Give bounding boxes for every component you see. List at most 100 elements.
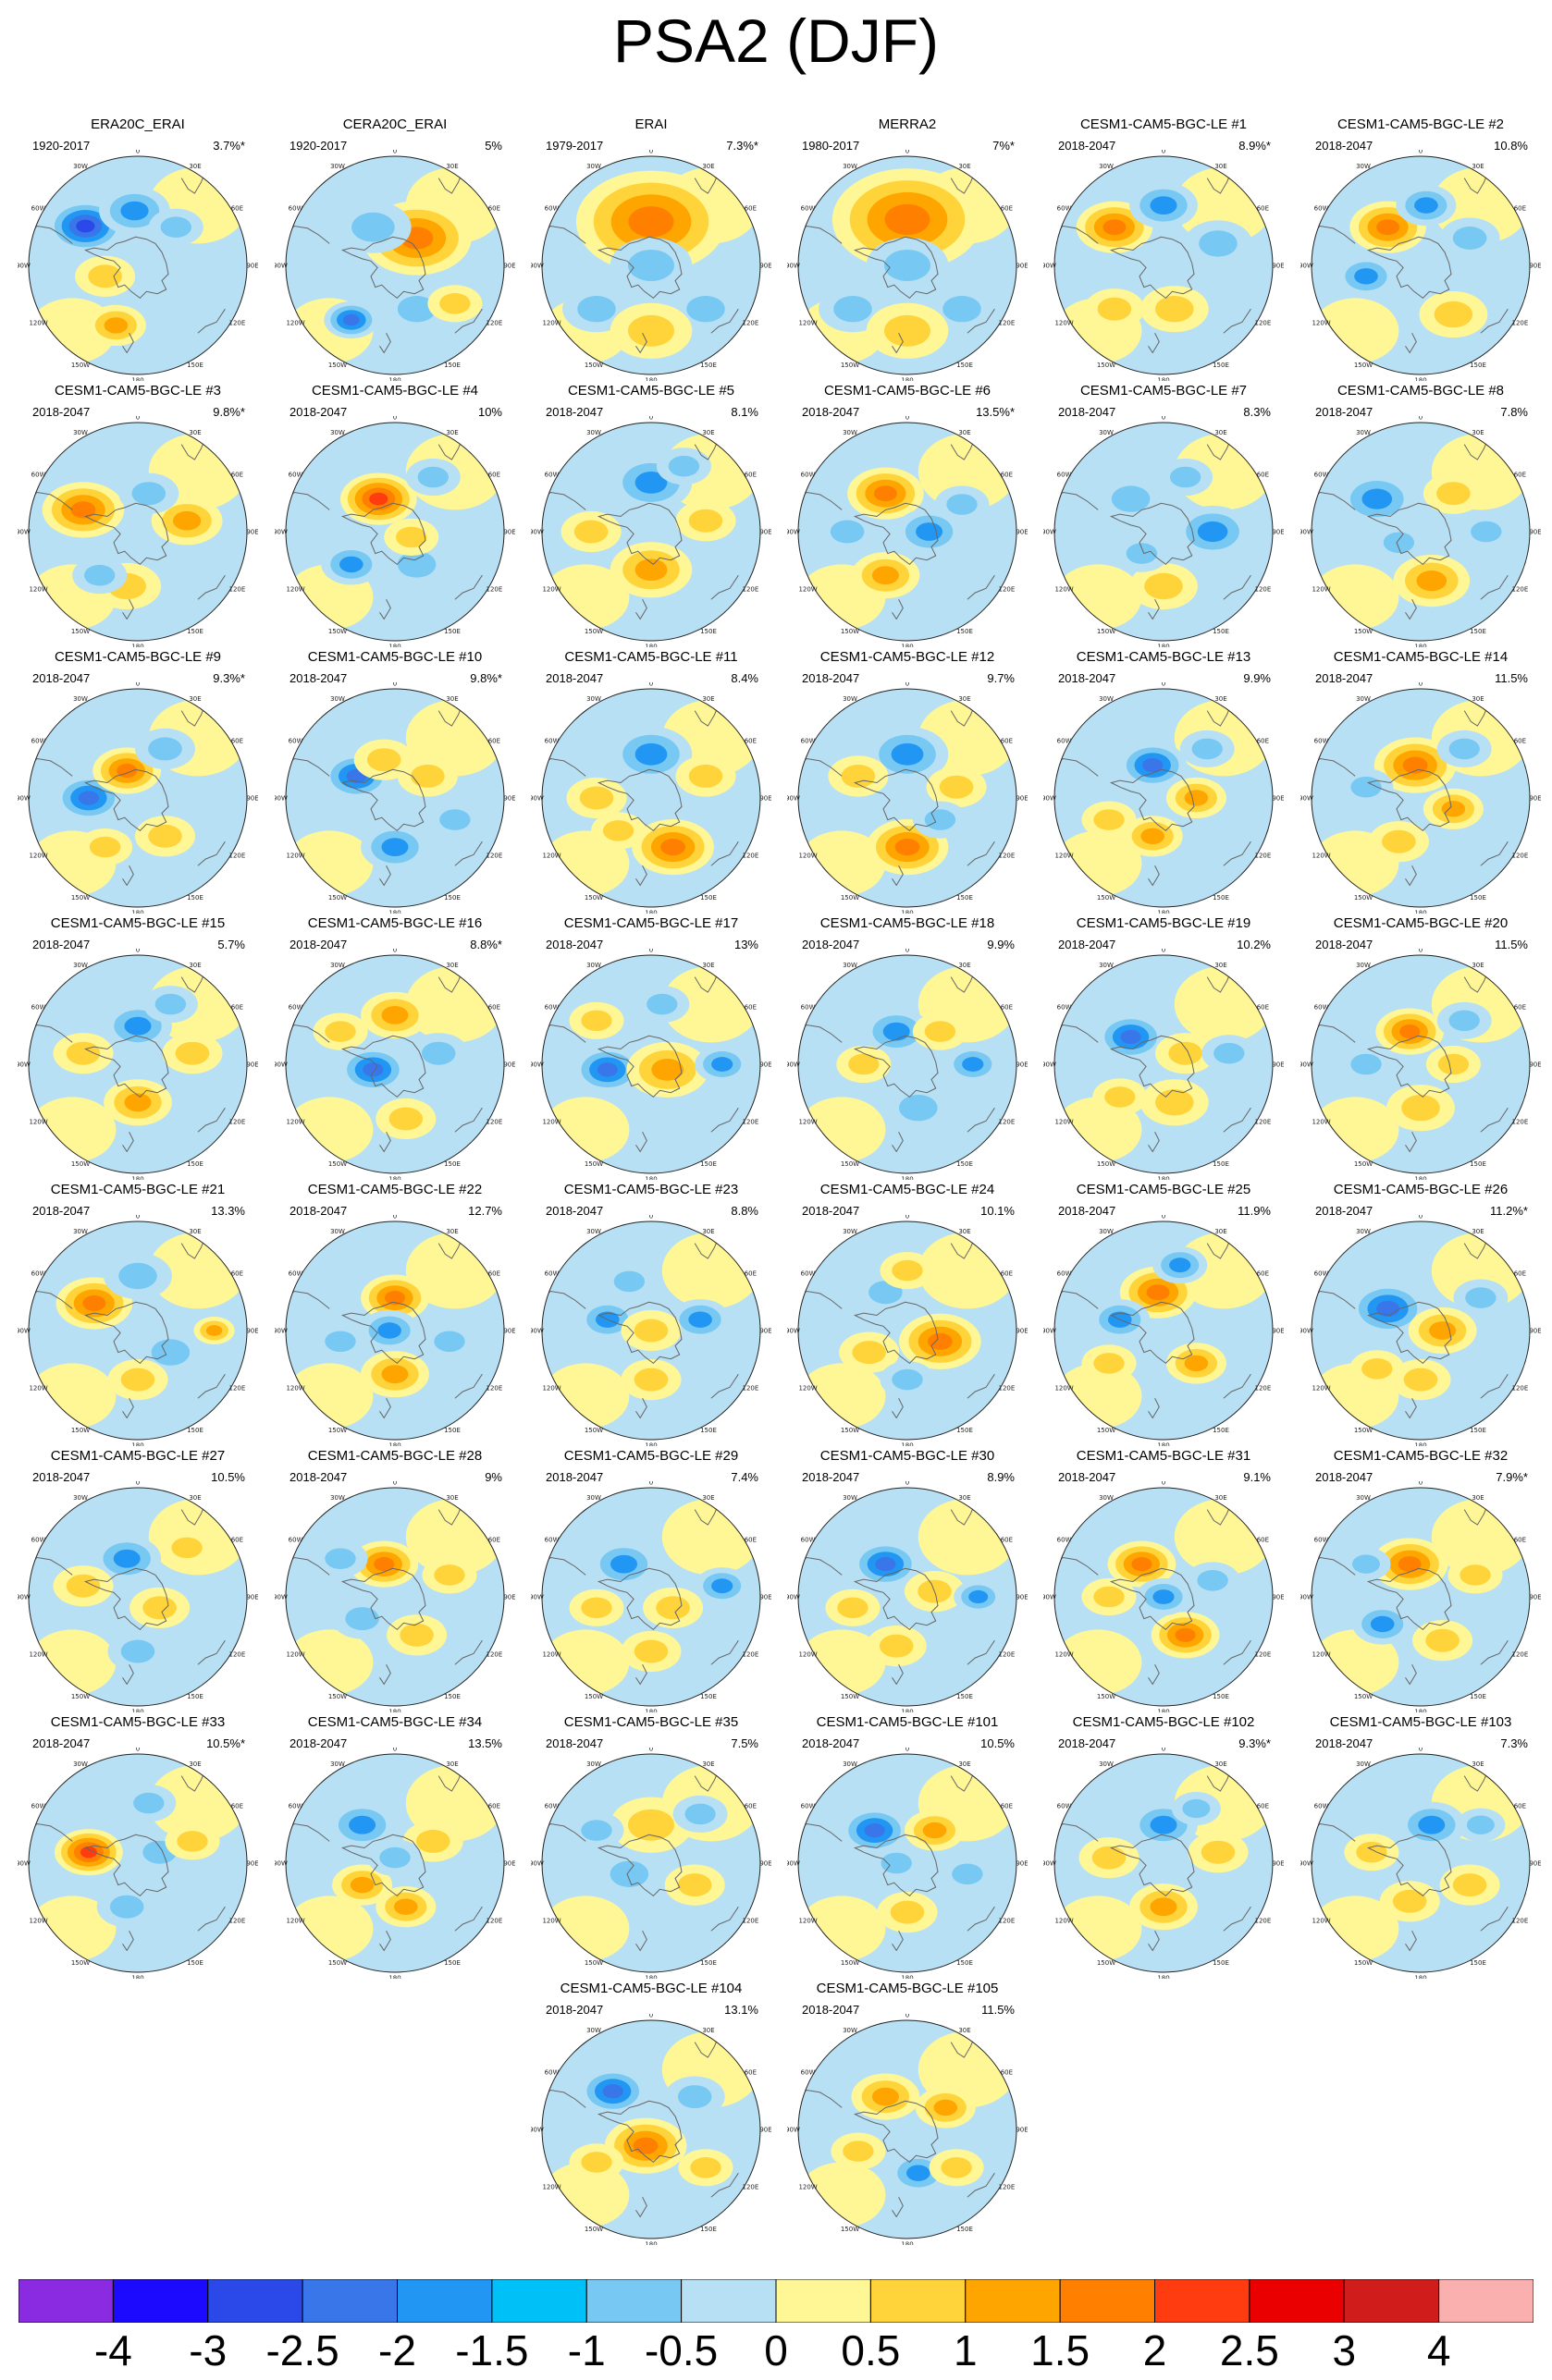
longitude-label: 150E (700, 1959, 717, 1967)
coastline (180, 437, 206, 460)
longitude-label: 90W (275, 1860, 288, 1868)
panel-title: CESM1-CAM5-BGC-LE #22 (307, 1182, 483, 1197)
longitude-label: 30W (586, 429, 601, 436)
longitude-label: 90E (1272, 1860, 1284, 1868)
map-panel: CESM1-CAM5-BGC-LE #103 2018-2047 7.3% 0 30E 6… (1300, 1714, 1541, 1979)
map-panel: CESM1-CAM5-BGC-LE #10 2018-2047 9.8%* 0 30E 6… (275, 649, 515, 914)
longitude-label: 0 (136, 1481, 140, 1487)
longitude-label: 150W (328, 1160, 347, 1168)
longitude-label: 60E (488, 205, 500, 213)
longitude-label: 90E (1529, 529, 1541, 536)
longitude-label: 30E (958, 1494, 970, 1502)
longitude-label: 180 (645, 1709, 657, 1713)
longitude-label: 90W (787, 1328, 800, 1335)
longitude-label: 120W (29, 1119, 47, 1126)
longitude-label: 90E (1016, 1860, 1028, 1868)
longitude-label: 150E (444, 1693, 461, 1700)
coastline (710, 308, 739, 334)
coastline (1405, 1397, 1417, 1419)
longitude-label: 60W (801, 1537, 816, 1544)
map-boundary (285, 422, 505, 642)
longitude-label: 60E (488, 1270, 500, 1278)
panel-period: 2018-2047 (802, 1204, 860, 1218)
longitude-label: 30E (702, 1494, 714, 1502)
panel-period: 2018-2047 (1058, 1204, 1116, 1218)
longitude-label: 60W (1057, 1803, 1072, 1810)
longitude-label: 60W (289, 205, 303, 213)
contour-field (29, 689, 247, 907)
antarctica-coastline (1109, 1301, 1195, 1365)
colorbar-tick-label: -2 (378, 2326, 416, 2374)
panel-title: CESM1-CAM5-BGC-LE #103 (1329, 1714, 1512, 1730)
longitude-label: 180 (1157, 1176, 1169, 1181)
longitude-label: 180 (1414, 1176, 1426, 1181)
longitude-label: 0 (649, 150, 653, 155)
coastline (1463, 1503, 1489, 1526)
longitude-label: 180 (1414, 1709, 1426, 1713)
panel-variance: 12.7% (468, 1204, 502, 1218)
longitude-label: 120E (1512, 853, 1529, 860)
longitude-label: 0 (905, 1215, 909, 1221)
longitude-label: 60E (1514, 1803, 1526, 1810)
longitude-label: 90W (1300, 1061, 1313, 1069)
map-panel: CESM1-CAM5-BGC-LE #104 2018-2047 13.1% 0 30E… (531, 1981, 771, 2245)
map-panel: CESM1-CAM5-BGC-LE #35 2018-2047 7.5% 0 30E 60… (531, 1714, 771, 1979)
panel-variance: 13.5%* (976, 405, 1015, 419)
panel-variance: 13.1% (724, 2003, 758, 2017)
longitude-label: 180 (131, 1975, 143, 1980)
map-boundary (797, 1221, 1017, 1441)
panel-period: 1920-2017 (32, 139, 91, 153)
map-boundary (285, 1221, 505, 1441)
longitude-label: 90E (1016, 1061, 1028, 1069)
longitude-label: 180 (645, 377, 657, 382)
panel-variance: 13.3% (211, 1204, 245, 1218)
longitude-label: 60E (745, 472, 757, 479)
longitude-label: 150E (1213, 1160, 1229, 1168)
coastline (1480, 1906, 1509, 1932)
longitude-label: 60W (545, 1270, 560, 1278)
longitude-label: 60W (1057, 1537, 1072, 1544)
coastline (1405, 332, 1417, 354)
coastline (379, 1663, 391, 1686)
longitude-label: 150W (328, 628, 347, 635)
antarctica-coastline (340, 1301, 426, 1365)
longitude-label: 90E (503, 1860, 515, 1868)
longitude-label: 150W (841, 362, 859, 369)
longitude-label: 90E (503, 1061, 515, 1069)
colorbar-tick-label: -1.5 (455, 2326, 529, 2374)
antarctica-coastline (83, 236, 169, 300)
map-panel: CESM1-CAM5-BGC-LE #24 2018-2047 10.1% 0 30E 6… (787, 1182, 1028, 1446)
coastline (694, 2035, 720, 2058)
longitude-label: 30E (1214, 962, 1226, 969)
antarctica-coastline (853, 1301, 939, 1365)
coastline (1223, 840, 1251, 866)
longitude-label: 30E (189, 962, 201, 969)
panel-period: 2018-2047 (546, 1204, 604, 1218)
map-boundary (285, 688, 505, 908)
longitude-label: 150W (1354, 1693, 1373, 1700)
contour-field (542, 955, 760, 1173)
longitude-label: 90W (1300, 529, 1313, 536)
antarctica-coastline (83, 1567, 169, 1631)
antarctica-coastline (1366, 1834, 1452, 1897)
coastline (694, 171, 720, 194)
contour-field (798, 1221, 1016, 1440)
longitude-label: 60E (231, 205, 243, 213)
longitude-label: 30W (330, 1228, 345, 1235)
longitude-label: 150E (187, 628, 203, 635)
longitude-label: 180 (131, 1442, 143, 1447)
longitude-label: 90W (1043, 1328, 1056, 1335)
coastline (710, 1906, 739, 1932)
longitude-label: 120W (798, 1651, 817, 1659)
panel-period: 2018-2047 (1058, 139, 1116, 153)
antarctica-coastline (340, 1834, 426, 1897)
panel-period: 2018-2047 (546, 2003, 604, 2017)
longitude-label: 150E (956, 1160, 973, 1168)
longitude-label: 90E (1272, 1594, 1284, 1601)
map-boundary (541, 155, 761, 375)
colorbar (18, 2279, 1534, 2323)
contour-field (286, 689, 504, 907)
longitude-label: 30W (586, 2027, 601, 2034)
coastline (950, 1769, 976, 1792)
longitude-label: 90W (275, 263, 288, 270)
